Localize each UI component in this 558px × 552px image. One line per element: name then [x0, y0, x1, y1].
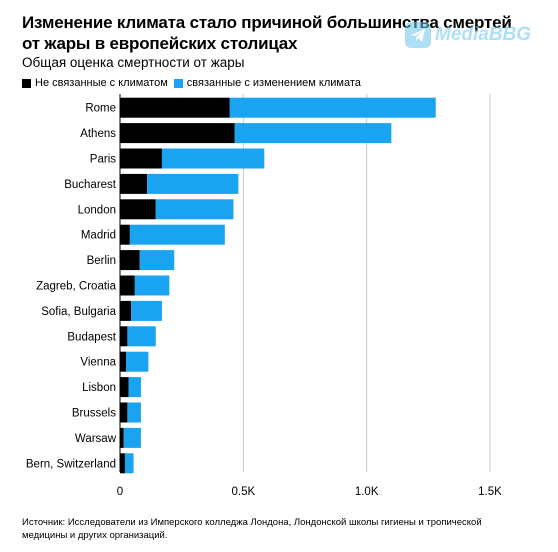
- bar-non-climate-11: [120, 377, 129, 398]
- bar-non-climate-3: [120, 173, 148, 194]
- category-label-8: Sofia, Bulgaria: [41, 306, 116, 318]
- bar-non-climate-2: [120, 148, 162, 169]
- bar-climate-12: [127, 402, 141, 423]
- bar-climate-3: [147, 173, 239, 194]
- category-label-2: Paris: [90, 154, 116, 166]
- watermark-text: MediaBBG: [435, 24, 532, 45]
- watermark: MediaBBG: [405, 22, 531, 48]
- bar-non-climate-10: [120, 351, 127, 372]
- bar-climate-4: [155, 199, 234, 220]
- bar-non-climate-0: [120, 97, 230, 118]
- category-label-1: Athens: [80, 128, 116, 140]
- bar-climate-13: [123, 427, 141, 448]
- category-label-11: Lisbon: [82, 382, 116, 394]
- category-label-14: Bern, Switzerland: [26, 458, 116, 470]
- x-tick-label-3: 1.5K: [478, 486, 502, 498]
- bar-climate-5: [129, 224, 225, 245]
- category-label-4: London: [78, 204, 116, 216]
- bar-non-climate-14: [120, 453, 125, 474]
- bar-climate-7: [134, 275, 170, 296]
- bar-climate-10: [126, 351, 149, 372]
- bar-non-climate-9: [120, 326, 128, 347]
- bar-non-climate-5: [120, 224, 130, 245]
- bar-climate-0: [229, 97, 436, 118]
- category-label-6: Berlin: [87, 255, 116, 267]
- legend-label-climate: связанные с изменением климата: [186, 77, 361, 89]
- bar-climate-11: [128, 377, 141, 398]
- x-tick-label-0: 0: [117, 486, 123, 498]
- bar-climate-6: [139, 250, 175, 271]
- category-label-9: Budapest: [67, 331, 116, 343]
- category-label-3: Bucharest: [64, 179, 117, 191]
- category-label-0: Rome: [85, 103, 116, 115]
- category-label-5: Madrid: [81, 230, 116, 242]
- category-label-13: Warsaw: [75, 433, 117, 445]
- category-label-7: Zagreb, Croatia: [36, 281, 117, 293]
- chart-subtitle: Общая оценка смертности от жары: [22, 55, 245, 70]
- bar-non-climate-8: [120, 300, 132, 321]
- telegram-icon: [405, 22, 431, 48]
- bar-climate-8: [131, 300, 162, 321]
- category-label-10: Vienna: [80, 357, 116, 369]
- legend-label-non-climate: Не связанные с климатом: [35, 77, 168, 89]
- bar-non-climate-1: [120, 123, 235, 144]
- bar-chart: 0 0.5K 1.0K 1.5K Rome Athens Paris Bucharest Lon…: [26, 94, 502, 498]
- category-label-12: Brussels: [72, 408, 116, 420]
- legend-swatch-non-climate: [22, 78, 31, 88]
- x-tick-label-1: 0.5K: [231, 486, 255, 498]
- chart-title: Изменение климата стало причиной большин…: [22, 13, 512, 53]
- source-note: Источник: Исследователи из Имперского ко…: [22, 517, 482, 541]
- bar-climate-1: [234, 123, 392, 144]
- bar-non-climate-12: [120, 402, 128, 423]
- bar-non-climate-6: [120, 250, 140, 271]
- legend-item-non-climate: Не связанные с климатом: [22, 77, 168, 89]
- x-tick-label-2: 1.0K: [355, 486, 379, 498]
- bar-climate-2: [161, 148, 265, 169]
- bar-non-climate-13: [120, 427, 124, 448]
- bar-climate-14: [124, 453, 134, 474]
- legend-item-climate: связанные с изменением климата: [173, 77, 361, 89]
- bar-non-climate-4: [120, 199, 156, 220]
- bar-climate-9: [127, 326, 156, 347]
- legend: Не связанные с климатом связанные с изме…: [22, 77, 367, 89]
- bar-non-climate-7: [120, 275, 135, 296]
- legend-swatch-climate: [173, 78, 183, 88]
